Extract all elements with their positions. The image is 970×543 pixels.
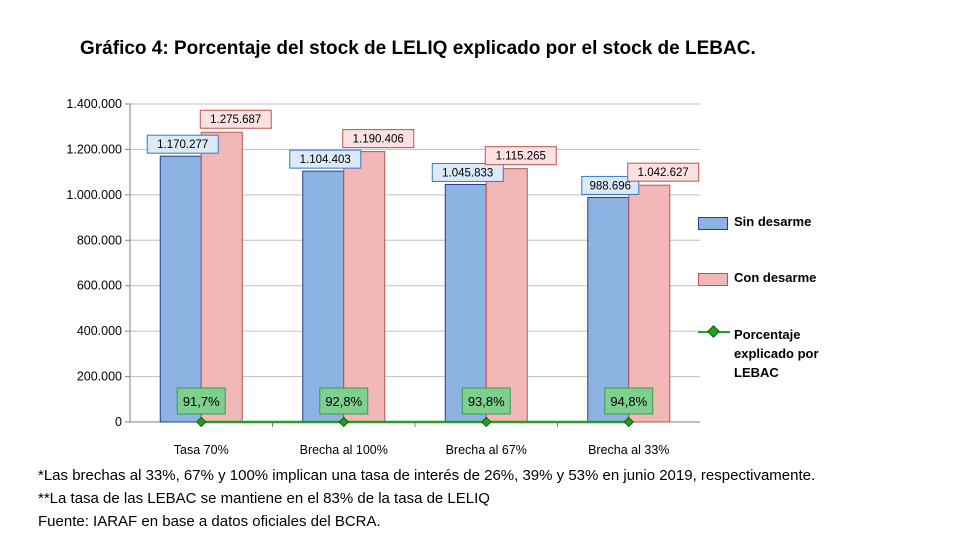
data-label-box-porcentaje [461,387,511,415]
data-label-sin-desarme: 1.104.403 [300,154,351,166]
y-tick-label: 0 [115,415,122,429]
percentage-marker [623,416,634,428]
x-tick-label: Brecha al 100% [300,443,388,457]
bar-sin-desarme [444,183,487,423]
bar-con-desarme [200,131,243,423]
data-label-box-porcentaje [176,387,226,415]
data-label-sin-desarme: 1.170.277 [157,139,208,151]
data-label-con-desarme: 1.115.265 [496,151,546,163]
bar-con-desarme [343,151,386,423]
percentage-marker [338,416,349,428]
data-label-box-sin-desarme [431,162,504,182]
diamond-marker-icon [707,325,720,338]
legend-label-porcentaje-2: explicado por [734,346,819,361]
y-tick-label: 1.200.000 [66,142,122,156]
data-label-box-con-desarme [342,129,415,149]
bar-con-desarme [628,184,671,423]
percentage-marker [481,416,492,428]
data-label-box-con-desarme [627,162,700,182]
data-label-porcentaje: 94,8% [610,394,647,409]
legend-label-porcentaje-1: Porcentaje [734,327,801,342]
footnote-source: Fuente: IARAF en base a datos oficiales … [38,513,381,530]
legend-item-porcentaje: Porcentaje explicado por LEBAC [698,325,819,382]
percentage-line [196,416,634,428]
data-label-box-porcentaje [319,387,369,415]
bars [159,131,671,423]
data-label-box-con-desarme [484,146,557,166]
y-tick-label: 1.400.000 [66,97,122,111]
x-tick-label: Tasa 70% [174,443,229,457]
legend-swatch-line [698,325,730,339]
legend-label-con-desarme: Con desarme [734,270,817,285]
y-tick-label: 800.000 [77,233,122,247]
legend-swatch-red [698,273,728,286]
percentage-marker [196,416,207,428]
x-tick-label: Brecha al 33% [588,443,669,457]
data-label-porcentaje: 92,8% [325,394,362,409]
footnote-brechas: *Las brechas al 33%, 67% y 100% implican… [38,467,816,484]
data-label-sin-desarme: 1.045.833 [442,167,493,179]
data-label-box-sin-desarme [581,175,640,195]
y-tick-label: 400.000 [77,324,122,338]
data-label-box-porcentaje [604,387,654,415]
footnote-lebac-rate: **La tasa de las LEBAC se mantiene en el… [38,490,490,507]
bar-sin-desarme [159,155,202,423]
footnotes: *Las brechas al 33%, 67% y 100% implican… [38,464,815,533]
y-tick-label: 1.000.000 [66,188,122,202]
legend-label-porcentaje-3: LEBAC [734,365,779,380]
data-label-con-desarme: 1.275.687 [210,114,261,126]
y-tick-label: 200.000 [77,370,122,384]
data-label-porcentaje: 93,8% [468,394,505,409]
chart-title: Gráfico 4: Porcentaje del stock de LELIQ… [80,38,756,59]
legend-label-sin-desarme: Sin desarme [734,214,812,229]
data-label-box-con-desarme [199,109,272,129]
data-label-porcentaje: 91,7% [183,394,220,409]
data-label-box-sin-desarme [146,134,219,154]
y-tick-label: 600.000 [77,279,122,293]
data-label-box-sin-desarme [289,149,362,169]
data-label-con-desarme: 1.042.627 [638,167,689,179]
legend-item-sin-desarme: Sin desarme [698,214,811,230]
bar-sin-desarme [587,196,630,423]
bar-con-desarme [485,168,528,423]
x-tick-label: Brecha al 67% [446,443,527,457]
data-label-con-desarme: 1.190.406 [353,134,404,146]
legend-item-con-desarme: Con desarme [698,270,816,286]
data-label-sin-desarme: 988.696 [589,180,631,192]
legend-swatch-blue [698,217,728,230]
bar-sin-desarme [302,170,345,423]
